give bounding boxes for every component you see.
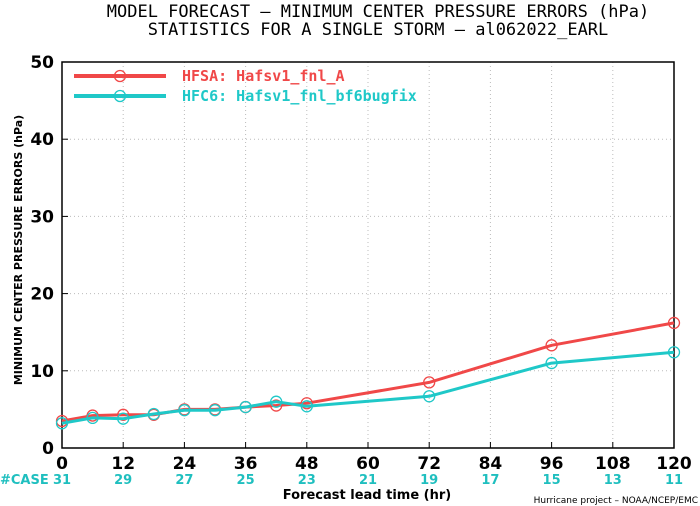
credit-text: Hurricane project – NOAA/NCEP/EMC: [534, 496, 698, 506]
case-count: 21: [359, 473, 377, 488]
series-layer: [55, 316, 681, 430]
data-point: [545, 356, 558, 370]
legend-label-1: HFSA: Hafsv1_fnl_A: [182, 67, 345, 85]
data-point: [545, 339, 558, 352]
x-tick-label: 60: [356, 454, 380, 474]
data-point: [667, 316, 681, 330]
case-label: #CASE: [0, 473, 49, 488]
data-point: [423, 376, 436, 389]
data-point: [86, 411, 99, 425]
case-count: 19: [420, 473, 438, 488]
case-count: 23: [298, 473, 316, 488]
x-tick-label: 48: [295, 454, 319, 474]
case-counts: #CASE 31 29 27 25 23 21 19 17 15 13 11: [0, 473, 683, 488]
data-point: [117, 412, 130, 425]
legend-label-2: HFC6: Hafsv1_fnl_bf6bugfix: [182, 87, 417, 105]
axes: 0 12 24 36 48 60 72 84 96 108 120 0 10 20 30 40 50: [30, 53, 692, 474]
data-point: [147, 407, 160, 421]
case-count: 29: [114, 473, 132, 488]
y-tick-label: 30: [30, 207, 54, 227]
y-axis-label: MINIMUM CENTER PRESSURE ERRORS (hPa): [12, 115, 25, 385]
case-count: 17: [481, 473, 499, 488]
x-tick-label: 0: [56, 454, 68, 474]
x-tick-label: 96: [540, 454, 564, 474]
y-tick-label: 0: [42, 439, 54, 459]
case-count: 25: [237, 473, 255, 488]
data-point: [300, 400, 313, 413]
case-count: 27: [175, 473, 193, 488]
data-point: [423, 390, 436, 403]
data-point: [270, 399, 283, 412]
x-tick-label: 84: [479, 454, 503, 474]
legend: HFSA: Hafsv1_fnl_A HFC6: Hafsv1_fnl_bf6bu…: [74, 67, 417, 105]
legend-marker-1: [113, 69, 127, 83]
data-point: [178, 404, 191, 417]
grid: [61, 61, 675, 449]
data-point: [55, 417, 69, 430]
data-point: [300, 397, 313, 410]
y-tick-label: 20: [30, 285, 54, 305]
data-point: [208, 404, 222, 417]
data-point: [270, 395, 283, 408]
data-point: [117, 408, 130, 421]
x-tick-label: 108: [595, 454, 631, 474]
data-point: [667, 346, 681, 359]
case-count: 31: [53, 473, 71, 488]
case-count: 11: [665, 473, 683, 488]
case-count: 13: [604, 473, 622, 488]
x-tick-label: 12: [111, 454, 135, 474]
x-tick-label: 72: [417, 454, 441, 474]
y-tick-label: 50: [30, 53, 54, 73]
x-tick-label: 24: [173, 454, 197, 474]
case-count: 15: [543, 473, 561, 488]
x-tick-label: 120: [656, 454, 692, 474]
x-axis-label: Forecast lead time (hr): [283, 488, 451, 503]
chart-title-line2: STATISTICS FOR A SINGLE STORM – al062022…: [148, 20, 609, 40]
x-tick-label: 36: [234, 454, 258, 474]
y-tick-label: 40: [30, 130, 54, 150]
chart-title-line1: MODEL FORECAST – MINIMUM CENTER PRESSURE…: [107, 2, 649, 22]
y-tick-label: 10: [30, 362, 54, 382]
data-point: [239, 400, 252, 414]
legend-marker-2: [113, 89, 127, 103]
